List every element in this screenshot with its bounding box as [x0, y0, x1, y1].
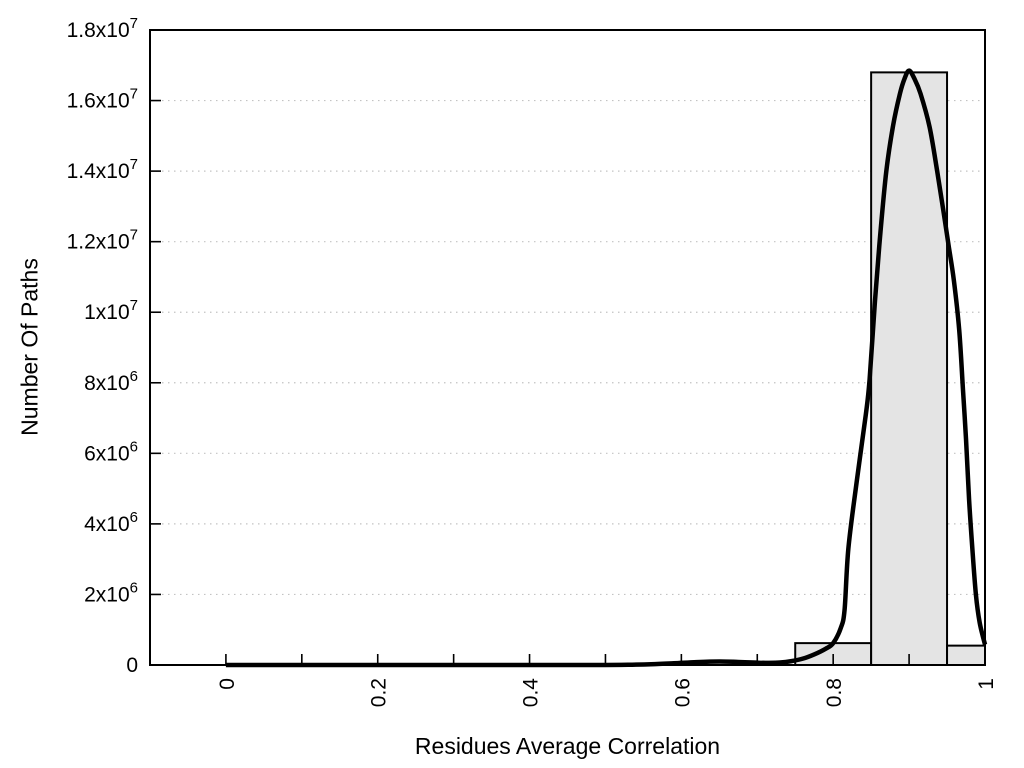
y-axis-title: Number Of Paths — [16, 258, 43, 436]
x-tick-label: 0.6 — [671, 678, 694, 707]
y-tick-mantissa: 4x10 — [84, 513, 130, 536]
y-tick-exponent: 7 — [130, 156, 138, 173]
y-tick-label: 1.2x107 — [67, 227, 138, 254]
y-tick-mantissa: 1x10 — [84, 301, 130, 324]
x-tick-label: 0 — [216, 678, 239, 690]
y-tick-exponent: 7 — [130, 227, 138, 244]
y-tick-exponent: 7 — [130, 86, 138, 103]
y-tick-label: 1.8x107 — [67, 15, 138, 42]
y-tick-mantissa: 1.4x10 — [67, 160, 130, 183]
y-tick-mantissa: 2x10 — [84, 583, 130, 606]
y-tick-mantissa: 1.6x10 — [67, 90, 130, 113]
y-tick-label: 1x107 — [84, 297, 138, 324]
y-tick-label: 2x106 — [84, 579, 138, 606]
y-tick-label: 0 — [126, 654, 138, 677]
x-tick-label: 0.4 — [520, 678, 543, 708]
y-tick-exponent: 6 — [130, 438, 138, 455]
y-tick-exponent: 7 — [130, 297, 138, 314]
y-tick-mantissa: 1.2x10 — [67, 231, 130, 254]
x-tick-label: 1 — [975, 678, 998, 690]
y-tick-label: 4x106 — [84, 509, 138, 536]
y-tick-mantissa: 0 — [126, 654, 138, 677]
y-tick-label: 8x106 — [84, 368, 138, 395]
y-tick-exponent: 6 — [130, 368, 138, 385]
y-tick-mantissa: 8x10 — [84, 372, 130, 395]
y-tick-mantissa: 1.8x10 — [67, 19, 130, 42]
y-tick-exponent: 6 — [130, 509, 138, 526]
y-tick-label: 6x106 — [84, 438, 138, 465]
y-tick-label: 1.6x107 — [67, 86, 138, 113]
x-tick-label: 0.2 — [368, 678, 391, 707]
y-tick-exponent: 6 — [130, 579, 138, 596]
y-tick-label: 1.4x107 — [67, 156, 138, 183]
y-tick-exponent: 7 — [130, 15, 138, 32]
x-axis-title: Residues Average Correlation — [414, 733, 721, 759]
histogram-bar — [946, 644, 986, 665]
y-tick-mantissa: 6x10 — [84, 442, 130, 465]
plot-border — [149, 29, 986, 666]
x-tick-label: 0.8 — [823, 678, 846, 707]
